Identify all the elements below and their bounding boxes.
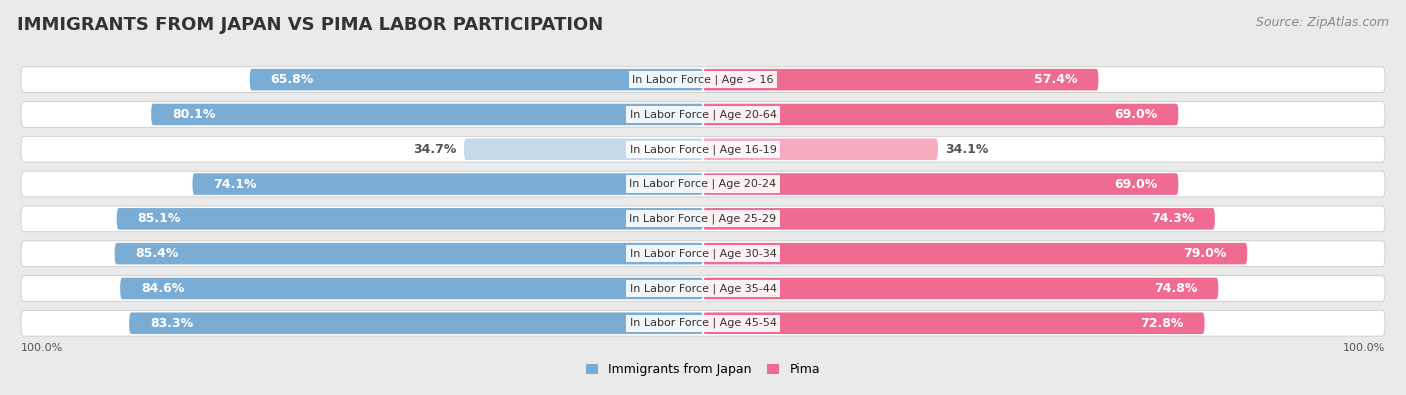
Text: 69.0%: 69.0% xyxy=(1115,108,1157,121)
Text: 74.8%: 74.8% xyxy=(1154,282,1198,295)
FancyBboxPatch shape xyxy=(21,136,1385,162)
Text: Source: ZipAtlas.com: Source: ZipAtlas.com xyxy=(1256,16,1389,29)
Text: 85.1%: 85.1% xyxy=(138,213,181,226)
FancyBboxPatch shape xyxy=(117,208,703,229)
FancyBboxPatch shape xyxy=(703,69,1098,90)
FancyBboxPatch shape xyxy=(129,312,703,334)
FancyBboxPatch shape xyxy=(21,67,1385,92)
FancyBboxPatch shape xyxy=(21,276,1385,301)
Text: 34.1%: 34.1% xyxy=(945,143,988,156)
FancyBboxPatch shape xyxy=(21,241,1385,267)
Text: In Labor Force | Age 45-54: In Labor Force | Age 45-54 xyxy=(630,318,776,329)
FancyBboxPatch shape xyxy=(703,139,938,160)
Text: In Labor Force | Age 25-29: In Labor Force | Age 25-29 xyxy=(630,214,776,224)
Text: In Labor Force | Age 20-24: In Labor Force | Age 20-24 xyxy=(630,179,776,189)
Text: 79.0%: 79.0% xyxy=(1184,247,1226,260)
FancyBboxPatch shape xyxy=(21,171,1385,197)
FancyBboxPatch shape xyxy=(703,173,1178,195)
Text: In Labor Force | Age 30-34: In Labor Force | Age 30-34 xyxy=(630,248,776,259)
Text: In Labor Force | Age > 16: In Labor Force | Age > 16 xyxy=(633,74,773,85)
Text: IMMIGRANTS FROM JAPAN VS PIMA LABOR PARTICIPATION: IMMIGRANTS FROM JAPAN VS PIMA LABOR PART… xyxy=(17,16,603,34)
FancyBboxPatch shape xyxy=(703,278,1219,299)
Text: 69.0%: 69.0% xyxy=(1115,177,1157,190)
Text: 84.6%: 84.6% xyxy=(141,282,184,295)
Text: 74.1%: 74.1% xyxy=(214,177,257,190)
FancyBboxPatch shape xyxy=(703,312,1205,334)
FancyBboxPatch shape xyxy=(464,139,703,160)
Text: 34.7%: 34.7% xyxy=(413,143,457,156)
FancyBboxPatch shape xyxy=(193,173,703,195)
FancyBboxPatch shape xyxy=(152,103,703,125)
FancyBboxPatch shape xyxy=(703,208,1215,229)
FancyBboxPatch shape xyxy=(703,103,1178,125)
Text: 85.4%: 85.4% xyxy=(135,247,179,260)
Text: 100.0%: 100.0% xyxy=(1343,342,1385,353)
Legend: Immigrants from Japan, Pima: Immigrants from Japan, Pima xyxy=(586,363,820,376)
FancyBboxPatch shape xyxy=(250,69,703,90)
Text: 80.1%: 80.1% xyxy=(172,108,215,121)
Text: 57.4%: 57.4% xyxy=(1035,73,1078,86)
Text: In Labor Force | Age 20-64: In Labor Force | Age 20-64 xyxy=(630,109,776,120)
Text: In Labor Force | Age 35-44: In Labor Force | Age 35-44 xyxy=(630,283,776,294)
Text: 72.8%: 72.8% xyxy=(1140,317,1184,330)
Text: In Labor Force | Age 16-19: In Labor Force | Age 16-19 xyxy=(630,144,776,154)
FancyBboxPatch shape xyxy=(21,206,1385,232)
FancyBboxPatch shape xyxy=(115,243,703,264)
FancyBboxPatch shape xyxy=(703,243,1247,264)
Text: 100.0%: 100.0% xyxy=(21,342,63,353)
Text: 65.8%: 65.8% xyxy=(270,73,314,86)
FancyBboxPatch shape xyxy=(120,278,703,299)
FancyBboxPatch shape xyxy=(21,102,1385,127)
Text: 83.3%: 83.3% xyxy=(150,317,193,330)
FancyBboxPatch shape xyxy=(21,310,1385,336)
Text: 74.3%: 74.3% xyxy=(1152,213,1194,226)
